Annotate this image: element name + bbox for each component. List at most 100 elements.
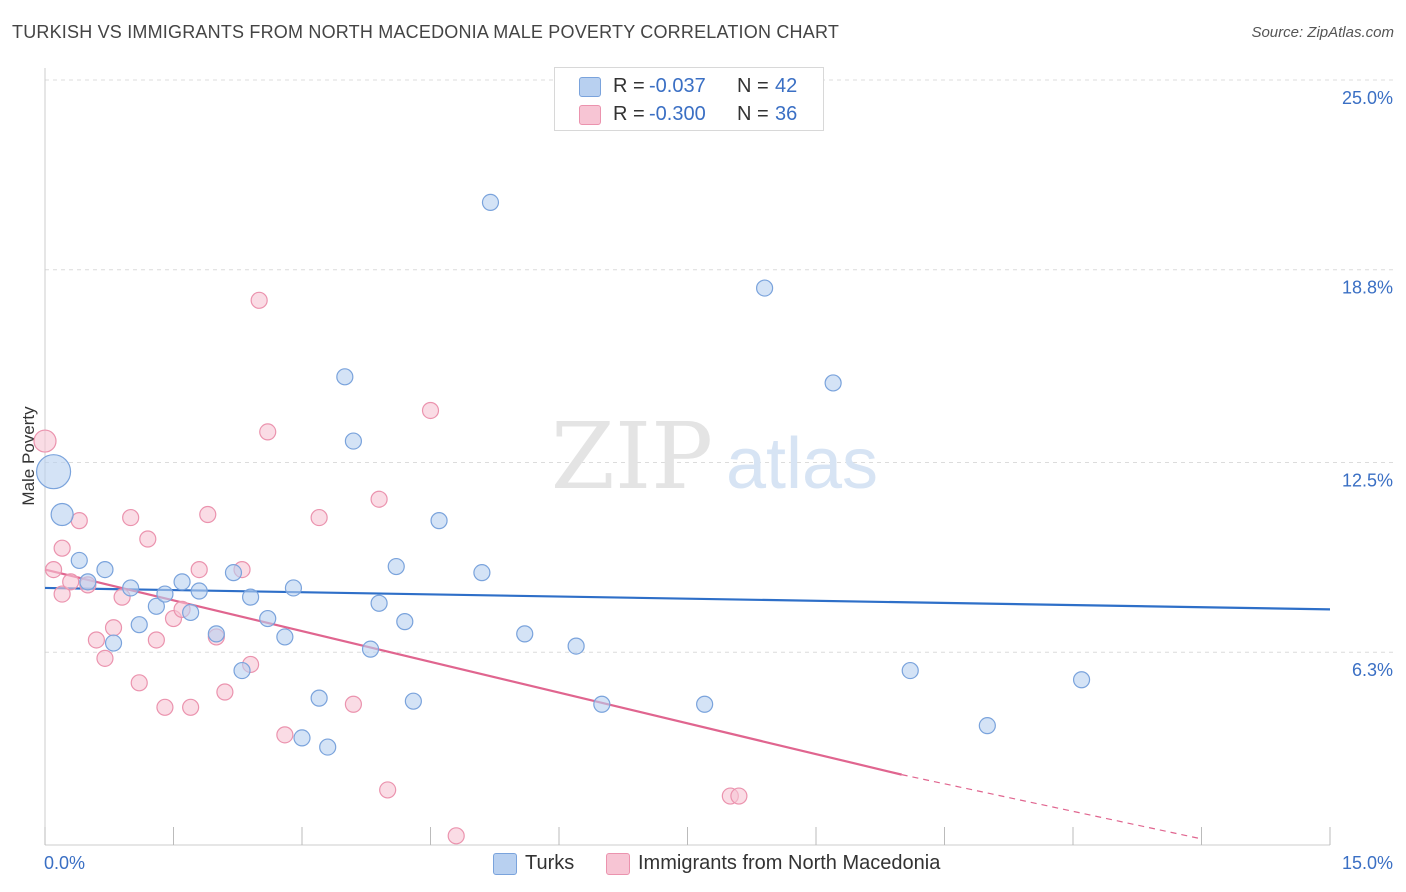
- turks-point: [79, 573, 97, 591]
- turks-point: [284, 579, 303, 597]
- turks-point: [567, 637, 585, 655]
- turks-r-value: -0.037: [649, 75, 706, 97]
- macedonia-point: [53, 539, 71, 557]
- watermark-zip: ZIP: [551, 403, 713, 510]
- turks-point: [70, 551, 88, 570]
- turks-point: [50, 502, 74, 527]
- turks-point: [276, 628, 294, 646]
- turks-point: [96, 560, 114, 579]
- turks-point: [173, 573, 191, 591]
- stats-legend-row-macedonia: R = -0.300 N = 36: [555, 101, 823, 129]
- turks-point: [1072, 671, 1091, 689]
- macedonia-point: [730, 787, 748, 805]
- stats-legend-row-turks: R = -0.037 N = 42: [555, 73, 823, 101]
- macedonia-point: [344, 695, 362, 713]
- x-tick-label: 0.0%: [44, 853, 85, 873]
- macedonia-point: [139, 530, 157, 548]
- macedonia-point: [216, 683, 234, 701]
- macedonia-trend-extension: [901, 774, 1202, 840]
- legend-macedonia-label: Immigrants from North Macedonia: [638, 852, 941, 874]
- macedonia-n-label: N =: [737, 103, 769, 125]
- legend-macedonia-swatch: [606, 853, 630, 875]
- macedonia-r-value: -0.300: [649, 103, 706, 125]
- trend-lines: [44, 568, 1331, 840]
- turks-point: [901, 661, 919, 680]
- watermark: ZIP atlas: [551, 403, 878, 510]
- turks-point: [147, 597, 165, 615]
- x-tick-labels: 0.0% 15.0%: [44, 853, 1393, 873]
- macedonia-point: [276, 726, 294, 744]
- macedonia-point: [53, 585, 71, 603]
- turks-point: [190, 582, 208, 600]
- y-tick-label: 12.5%: [1342, 471, 1393, 491]
- x-tick-label: 15.0%: [1342, 853, 1393, 873]
- macedonia-point: [199, 505, 217, 524]
- series-turks-points: [35, 193, 1091, 756]
- turks-r-label: R =: [613, 75, 645, 97]
- turks-point: [361, 640, 380, 658]
- macedonia-point: [182, 698, 200, 716]
- turks-point: [404, 692, 422, 710]
- turks-point: [481, 193, 500, 211]
- turks-point: [593, 695, 611, 713]
- watermark-atlas: atlas: [726, 424, 878, 504]
- macedonia-swatch: [579, 105, 601, 125]
- turks-point: [310, 689, 328, 707]
- turks-point: [122, 579, 140, 597]
- turks-point: [233, 661, 251, 680]
- turks-point: [824, 374, 842, 392]
- macedonia-point: [190, 560, 208, 579]
- turks-point: [430, 512, 448, 530]
- turks-point: [293, 729, 311, 747]
- macedonia-point: [379, 781, 397, 799]
- macedonia-point: [259, 423, 277, 441]
- turks-point: [696, 695, 714, 713]
- turks-point: [978, 717, 996, 735]
- turks-point: [516, 625, 534, 643]
- macedonia-point: [447, 827, 465, 845]
- turks-point: [344, 432, 362, 450]
- turks-point: [182, 603, 200, 622]
- turks-n-label: N =: [737, 75, 769, 97]
- turks-point: [104, 634, 123, 652]
- y-tick-label: 18.8%: [1342, 278, 1393, 298]
- source-credit: Source: ZipAtlas.com: [1251, 24, 1394, 41]
- turks-point: [336, 368, 354, 386]
- turks-swatch: [579, 77, 601, 97]
- macedonia-point: [130, 674, 148, 692]
- turks-point: [130, 616, 148, 634]
- y-tick-label: 25.0%: [1342, 88, 1393, 108]
- turks-point: [35, 454, 72, 490]
- stats-legend: R = -0.037 N = 42 R = -0.300 N = 36: [554, 67, 824, 131]
- macedonia-point: [147, 631, 165, 649]
- turks-point: [156, 585, 174, 603]
- turks-point: [207, 625, 225, 643]
- turks-point: [370, 594, 388, 612]
- y-tick-label: 6.3%: [1352, 660, 1393, 680]
- macedonia-point: [44, 560, 63, 579]
- legend-turks-label: Turks: [525, 852, 575, 874]
- y-axis-label: Male Poverty: [19, 406, 38, 506]
- chart-title: TURKISH VS IMMIGRANTS FROM NORTH MACEDON…: [12, 22, 840, 42]
- macedonia-r-label: R =: [613, 103, 645, 125]
- macedonia-point: [122, 508, 140, 527]
- macedonia-point: [33, 429, 57, 453]
- macedonia-point: [104, 619, 123, 637]
- macedonia-point: [370, 490, 388, 508]
- series-macedonia-points: [33, 291, 748, 845]
- turks-point: [259, 609, 277, 628]
- turks-n-value: 42: [775, 75, 798, 97]
- macedonia-point: [250, 291, 268, 309]
- turks-point: [242, 588, 260, 606]
- turks-point: [755, 279, 774, 297]
- turks-point: [473, 564, 491, 582]
- turks-point: [319, 738, 337, 756]
- legend-turks-swatch: [493, 853, 517, 875]
- macedonia-point: [87, 631, 106, 649]
- turks-point: [387, 557, 405, 576]
- macedonia-n-value: 36: [775, 103, 798, 125]
- macedonia-point: [421, 401, 440, 420]
- macedonia-point: [310, 508, 328, 527]
- turks-point: [396, 613, 414, 631]
